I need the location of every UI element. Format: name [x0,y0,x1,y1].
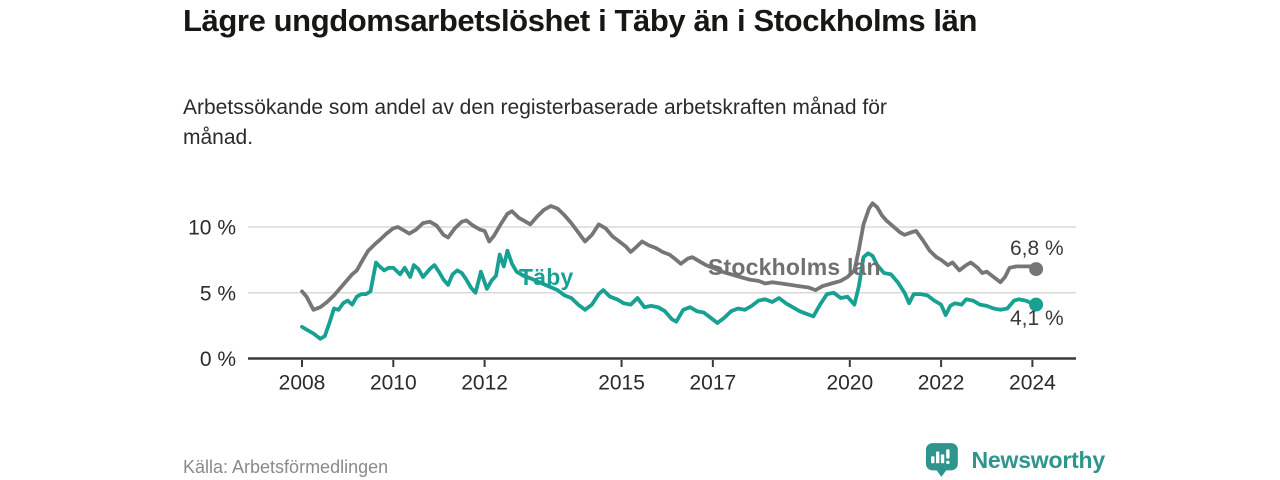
series-label-taby: Täby [519,264,574,290]
end-value-stockholms-lan: 6,8 % [1010,237,1064,260]
y-tick-label: 0 % [200,348,236,371]
x-tick-label: 2015 [598,372,645,395]
end-value-taby: 4,1 % [1010,307,1064,330]
x-tick-label: 2022 [918,372,965,395]
newsworthy-logo[interactable]: Newsworthy [925,441,1105,479]
y-tick-label: 5 % [200,282,236,305]
series-label-stockholms-lan: Stockholms län [708,254,881,280]
page-subtitle: Arbetssökande som andel av den registerb… [183,96,887,149]
page-title: Lägre ungdomsarbetslöshet i Täby än i St… [183,3,977,38]
x-tick-label: 2024 [1009,372,1056,395]
series-line-stockholm [300,201,1038,312]
newsworthy-logo-text: Newsworthy [971,447,1106,473]
end-dot-stockholm [1029,262,1044,277]
source-note: Källa: Arbetsförmedlingen [183,457,389,477]
series-line-taby [300,248,1038,341]
y-tick-label: 10 % [188,217,236,240]
x-tick-label: 2012 [461,372,508,395]
newsworthy-chart-bubble-icon [925,443,958,477]
x-tick-label: 2020 [826,372,873,395]
end-dot-taby [1029,297,1044,312]
x-tick-label: 2008 [279,372,326,395]
x-tick-label: 2017 [689,372,736,395]
x-tick-label: 2010 [370,372,417,395]
